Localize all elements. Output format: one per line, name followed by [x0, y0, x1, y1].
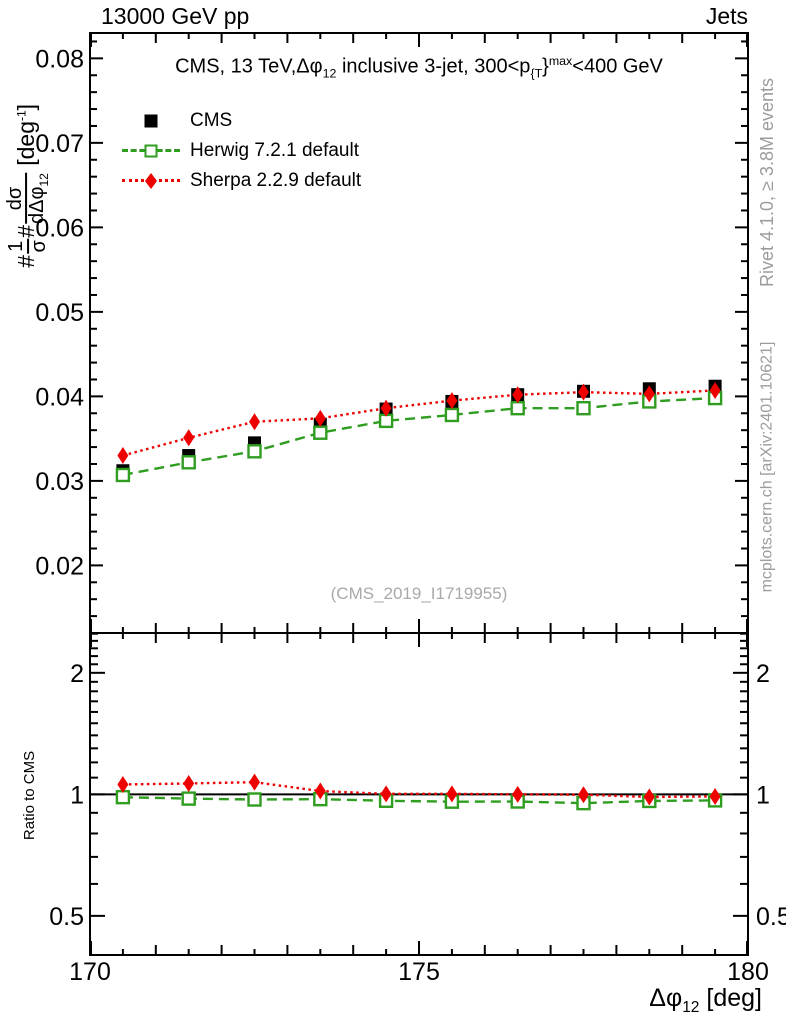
panel-main: 0.02 0.03 0.04 0.05 0.06 0.07 0.08: [35, 32, 749, 634]
panel-ratio: 0.5 0.5 1 1 2 2: [49, 632, 786, 956]
filled-square-icon: [144, 114, 158, 128]
ytick-label: 0.06: [35, 214, 84, 242]
legend-item-sherpa-2-2-9-default: Sherpa 2.2.9 default: [122, 166, 361, 196]
analysis-category-label: Jets: [705, 3, 748, 29]
series-cms: [116, 379, 722, 478]
series-sherpa: [117, 381, 721, 465]
mcplots-arxiv-note-box: mcplots.cern.ch [arXiv:2401.10621]: [748, 298, 786, 636]
series-herwig: [115, 390, 723, 483]
x-axis-title: Δφ12 [deg]: [649, 984, 762, 1016]
legend-item-herwig-7-2-1-default: Herwig 7.2.1 default: [122, 136, 361, 166]
ytick-label: 0.07: [35, 130, 84, 158]
y-axis-title-box: #1 σ # dσ dΔφ12 [deg-1]: [0, 36, 58, 336]
filled-diamond-icon: [145, 173, 157, 189]
y-axis-title: #1 σ # dσ dΔφ12 [deg-1]: [4, 104, 52, 268]
legend-item-label: CMS: [190, 110, 233, 131]
series-sherpa-ratio: [117, 773, 721, 806]
xtick-label: 175: [398, 958, 440, 986]
ytick-label: 0.5: [756, 903, 786, 931]
rivet-version-note-box: Rivet 4.1.0, ≥ 3.8M events: [748, 28, 786, 336]
legend-marker-sample: [122, 106, 180, 136]
ytick-label: 0.5: [49, 903, 84, 931]
ytick-label: 1: [756, 781, 770, 809]
legend-item-cms: CMS: [122, 106, 361, 136]
rivet-version-note: Rivet 4.1.0, ≥ 3.8M events: [756, 77, 777, 287]
ytick-label: 2: [70, 660, 84, 688]
fraction: dσ dΔφ12: [4, 173, 52, 225]
ytick-label: 0.03: [35, 468, 84, 496]
ytick-label: 0.08: [35, 45, 84, 73]
xtick-label: 180: [727, 958, 769, 986]
legend-marker-sample: [122, 166, 180, 196]
ytick-label: 1: [70, 781, 84, 809]
ratio-axis-title-box: Ratio to CMS: [12, 700, 48, 890]
ratio-axis-title: Ratio to CMS: [21, 750, 39, 840]
analysis-id-watermark: (CMS_2019_I1719955): [330, 584, 508, 603]
plot-title: CMS, 13 TeV,Δφ12 inclusive 3-jet, 300<p{…: [175, 54, 663, 81]
legend-marker-sample: [122, 136, 180, 166]
beam-energy-label: 13000 GeV pp: [101, 3, 250, 29]
open-square-icon: [144, 144, 158, 158]
legend-item-label: Sherpa 2.2.9 default: [190, 170, 362, 191]
panel-frame-ratio: [89, 632, 749, 956]
ytick-label: 2: [756, 660, 770, 688]
ytick-label: 0.02: [35, 552, 84, 580]
ytick-label: 0.05: [35, 299, 84, 327]
legend-item-label: Herwig 7.2.1 default: [190, 140, 359, 161]
mcplots-arxiv-note: mcplots.cern.ch [arXiv:2401.10621]: [758, 341, 775, 593]
ytick-label: 0.04: [35, 383, 84, 411]
xtick-label: 170: [69, 958, 111, 986]
legend: CMS Herwig 7.2.1 default Sherpa 2.2.9 defa…: [122, 106, 361, 196]
